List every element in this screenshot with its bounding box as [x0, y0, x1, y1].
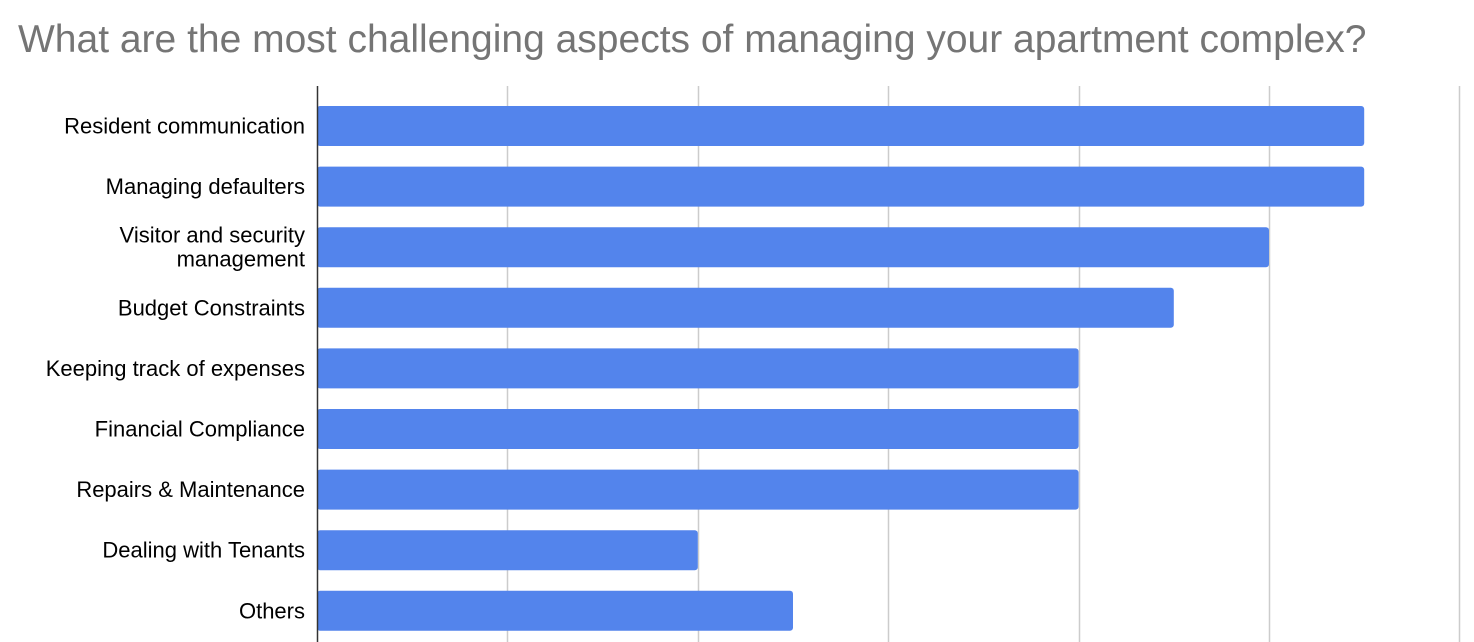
- category-label-1: Resident communication: [64, 114, 305, 139]
- bars: [317, 106, 1365, 631]
- bar-8: [317, 530, 698, 571]
- category-label-2: Managing defaulters: [106, 174, 305, 199]
- category-label-4: Budget Constraints: [118, 295, 305, 320]
- category-labels: Resident communication Managing defaulter…: [46, 114, 305, 624]
- category-label-7: Repairs & Maintenance: [76, 477, 305, 502]
- bar-5: [317, 348, 1079, 389]
- bar-3: [317, 227, 1269, 268]
- bar-1: [317, 106, 1365, 146]
- category-label-3: Visitor and security management: [120, 223, 305, 272]
- bar-7: [317, 469, 1079, 510]
- category-label-5: Keeping track of expenses: [46, 356, 305, 381]
- chart-title: What are the most challenging aspects of…: [18, 18, 1367, 61]
- category-label-6: Financial Compliance: [95, 417, 305, 442]
- bar-2: [317, 166, 1365, 207]
- bar-4: [317, 287, 1174, 328]
- category-label-8: Dealing with Tenants: [102, 538, 305, 563]
- bar-9: [317, 590, 793, 631]
- bar-6: [317, 409, 1079, 449]
- category-label-9: Others: [239, 598, 305, 623]
